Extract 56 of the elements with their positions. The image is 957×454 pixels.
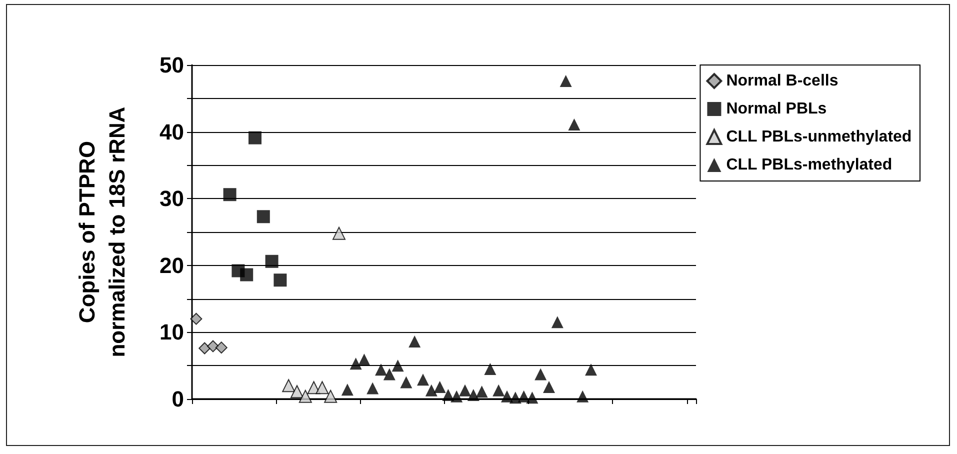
- point: [476, 386, 488, 398]
- point: [509, 392, 522, 404]
- point: [215, 342, 228, 354]
- point: [576, 390, 589, 402]
- point: [467, 388, 480, 401]
- point: [518, 390, 530, 402]
- point: [332, 226, 346, 240]
- point: [282, 379, 296, 392]
- y-tick-label: 40: [160, 119, 184, 144]
- point: [265, 254, 278, 268]
- point: [459, 384, 471, 396]
- point: [534, 368, 547, 380]
- point: [585, 364, 597, 376]
- point: [526, 392, 538, 404]
- point: [400, 376, 412, 388]
- point: [274, 274, 287, 287]
- y-axis-title: Copies of PTPRO normalized to 18S rRNA: [74, 106, 130, 358]
- point: [543, 380, 555, 393]
- y-tick-label: 10: [160, 320, 184, 345]
- point: [450, 390, 463, 402]
- point: [484, 362, 496, 375]
- y-tick-label: 50: [160, 52, 184, 78]
- point: [492, 384, 505, 396]
- point: [341, 384, 354, 396]
- point: [434, 380, 446, 393]
- point: [568, 118, 580, 130]
- point: [240, 268, 254, 282]
- point: [290, 385, 304, 398]
- legend-label: CLL PBLs-methylated: [726, 156, 892, 174]
- point: [316, 381, 329, 394]
- y-tick-label: 20: [160, 252, 184, 278]
- point: [190, 312, 202, 325]
- point: [256, 210, 270, 224]
- legend-label: CLL PBLs-unmethylated: [726, 128, 912, 146]
- legend-label: Normal B-cells: [726, 72, 838, 90]
- point: [350, 358, 362, 370]
- point: [560, 75, 572, 88]
- point: [324, 390, 338, 403]
- y-tick-label: 0: [172, 386, 184, 412]
- point: [551, 316, 564, 328]
- point: [392, 360, 404, 372]
- point: [248, 131, 262, 144]
- point: [358, 354, 370, 366]
- point: [366, 382, 379, 394]
- point: [501, 390, 513, 402]
- point: [375, 364, 387, 376]
- point: [298, 390, 312, 403]
- legend-label: Normal PBLs: [726, 100, 827, 118]
- y-tick-label: 30: [160, 186, 184, 212]
- point: [408, 336, 421, 348]
- point: [442, 388, 454, 401]
- point: [383, 368, 396, 380]
- point: [223, 188, 236, 202]
- point: [417, 374, 429, 386]
- point: [198, 342, 211, 354]
- point: [425, 384, 438, 396]
